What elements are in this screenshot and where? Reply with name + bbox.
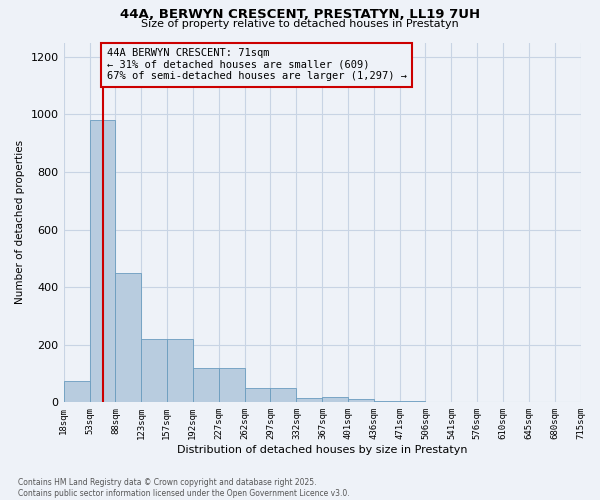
Bar xyxy=(167,339,193,402)
Bar xyxy=(271,388,296,402)
Bar xyxy=(115,273,142,402)
Bar xyxy=(400,401,425,402)
Text: 44A, BERWYN CRESCENT, PRESTATYN, LL19 7UH: 44A, BERWYN CRESCENT, PRESTATYN, LL19 7U… xyxy=(120,8,480,20)
X-axis label: Distribution of detached houses by size in Prestatyn: Distribution of detached houses by size … xyxy=(177,445,467,455)
Bar xyxy=(89,120,115,403)
Text: Size of property relative to detached houses in Prestatyn: Size of property relative to detached ho… xyxy=(141,19,459,29)
Bar xyxy=(193,368,218,402)
Text: 44A BERWYN CRESCENT: 71sqm
← 31% of detached houses are smaller (609)
67% of sem: 44A BERWYN CRESCENT: 71sqm ← 31% of deta… xyxy=(107,48,407,82)
Bar xyxy=(218,368,245,402)
Bar xyxy=(64,380,89,402)
Bar xyxy=(245,388,271,402)
Text: Contains HM Land Registry data © Crown copyright and database right 2025.
Contai: Contains HM Land Registry data © Crown c… xyxy=(18,478,350,498)
Bar xyxy=(296,398,322,402)
Bar xyxy=(374,401,400,402)
Bar xyxy=(347,400,374,402)
Bar xyxy=(322,396,347,402)
Bar xyxy=(142,339,167,402)
Y-axis label: Number of detached properties: Number of detached properties xyxy=(15,140,25,304)
